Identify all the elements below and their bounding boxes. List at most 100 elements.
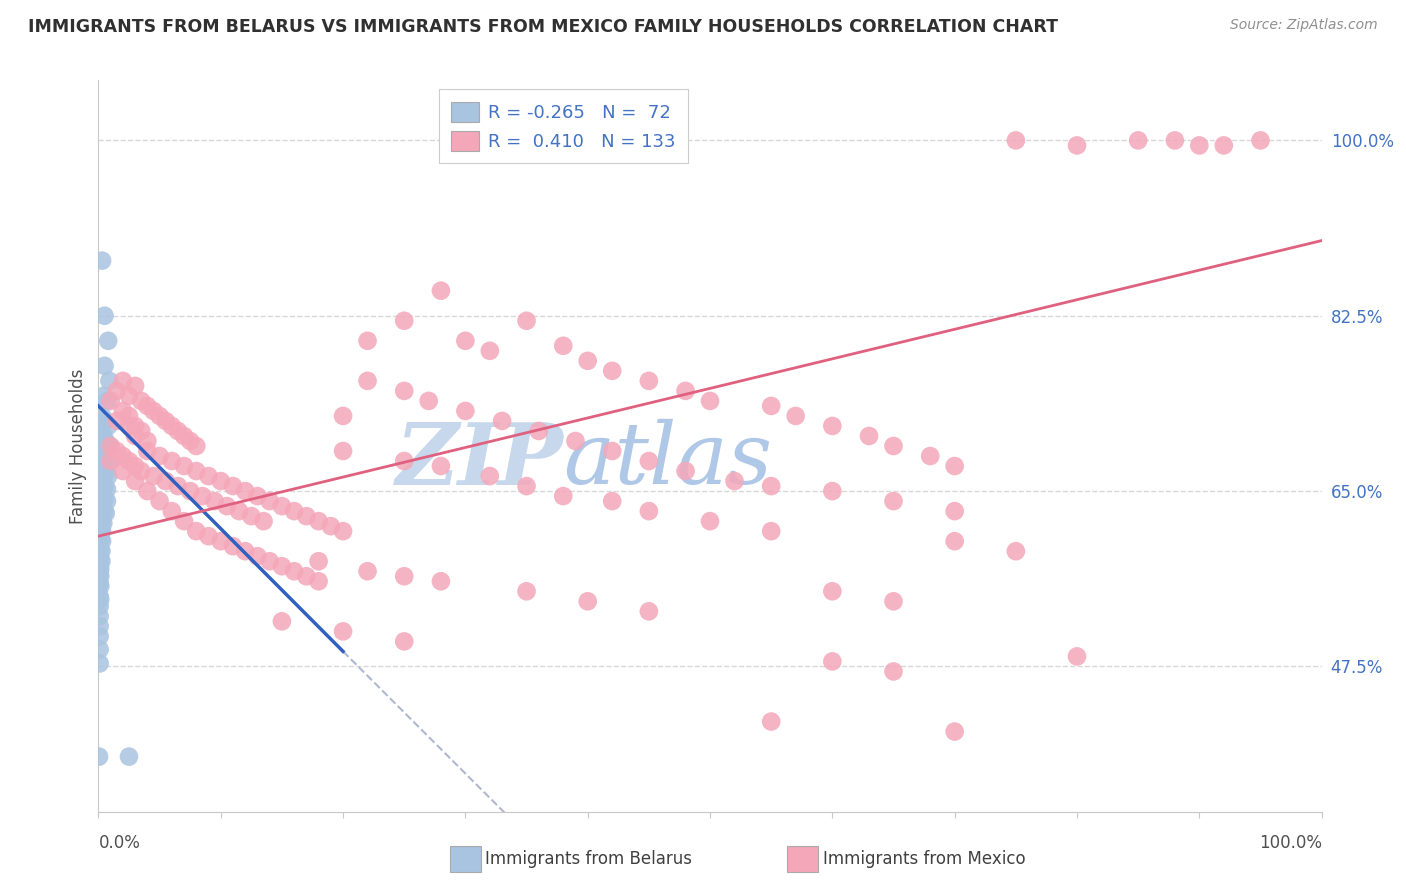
Point <box>1164 133 1187 147</box>
Point <box>270 499 294 513</box>
Point <box>124 458 146 473</box>
Text: Immigrants from Mexico: Immigrants from Mexico <box>823 850 1025 868</box>
Point <box>89 599 111 614</box>
Point <box>90 424 112 438</box>
Point <box>100 454 122 468</box>
Point <box>295 569 318 583</box>
Point <box>821 584 844 599</box>
Point <box>270 559 294 574</box>
Point <box>90 522 112 536</box>
Point <box>93 414 115 428</box>
Point <box>356 564 378 578</box>
Point <box>94 506 117 520</box>
Point <box>160 419 183 434</box>
Point <box>454 334 477 348</box>
Point <box>308 574 330 589</box>
Point <box>228 504 250 518</box>
Point <box>94 466 117 480</box>
Point <box>699 514 721 528</box>
Point <box>392 569 416 583</box>
Point <box>91 429 114 443</box>
Point <box>105 414 128 428</box>
Point <box>173 458 195 473</box>
Point <box>89 519 111 533</box>
Point <box>96 482 118 496</box>
Point <box>96 494 118 508</box>
Text: IMMIGRANTS FROM BELARUS VS IMMIGRANTS FROM MEXICO FAMILY HOUSEHOLDS CORRELATION : IMMIGRANTS FROM BELARUS VS IMMIGRANTS FR… <box>28 18 1059 36</box>
Point <box>91 476 114 491</box>
Point <box>97 334 120 348</box>
Point <box>392 314 416 328</box>
Point <box>89 542 111 557</box>
Point <box>89 529 111 543</box>
Point <box>491 414 513 428</box>
Legend: R = -0.265   N =  72, R =  0.410   N = 133: R = -0.265 N = 72, R = 0.410 N = 133 <box>439 89 688 163</box>
Point <box>118 409 141 423</box>
Point <box>723 474 745 488</box>
Point <box>136 484 159 499</box>
Point <box>89 458 111 473</box>
Point <box>761 714 783 729</box>
Point <box>98 374 121 388</box>
Point <box>675 464 697 478</box>
Point <box>516 479 538 493</box>
Point <box>142 404 165 418</box>
Point <box>89 559 111 574</box>
Point <box>943 534 966 549</box>
Point <box>233 484 256 499</box>
Point <box>89 642 111 657</box>
Point <box>240 509 263 524</box>
Point <box>89 472 111 486</box>
Point <box>204 494 226 508</box>
Point <box>1212 138 1234 153</box>
Point <box>105 444 128 458</box>
Point <box>821 419 844 434</box>
Point <box>883 494 905 508</box>
Point <box>91 489 114 503</box>
Text: atlas: atlas <box>564 419 772 502</box>
Point <box>418 393 440 408</box>
Point <box>1066 649 1088 664</box>
Point <box>576 354 599 368</box>
Point <box>89 539 111 553</box>
Point <box>93 492 115 507</box>
Point <box>215 499 238 513</box>
Point <box>516 314 538 328</box>
Point <box>124 474 146 488</box>
Point <box>93 504 115 518</box>
Point <box>136 434 159 448</box>
Point <box>90 474 112 488</box>
Point <box>600 494 623 508</box>
Point <box>149 409 172 423</box>
Point <box>90 486 112 500</box>
Point <box>430 574 453 589</box>
Point <box>118 389 141 403</box>
Point <box>858 429 880 443</box>
Point <box>1188 138 1211 153</box>
Point <box>638 454 661 468</box>
Point <box>920 449 942 463</box>
Point <box>89 609 111 624</box>
Point <box>89 549 111 564</box>
Point <box>111 464 134 478</box>
Point <box>883 594 905 608</box>
Point <box>259 494 281 508</box>
Point <box>186 439 208 453</box>
Point <box>283 504 305 518</box>
Point <box>89 579 111 593</box>
Point <box>319 519 342 533</box>
Point <box>675 384 697 398</box>
Point <box>332 524 354 538</box>
Point <box>149 494 172 508</box>
Point <box>100 439 122 453</box>
Point <box>478 469 501 483</box>
Point <box>93 479 115 493</box>
Point <box>89 496 111 510</box>
Point <box>430 284 453 298</box>
Point <box>155 414 177 428</box>
Point <box>90 499 112 513</box>
Point <box>233 544 256 558</box>
Point <box>124 379 146 393</box>
Point <box>179 434 201 448</box>
Point <box>392 454 416 468</box>
